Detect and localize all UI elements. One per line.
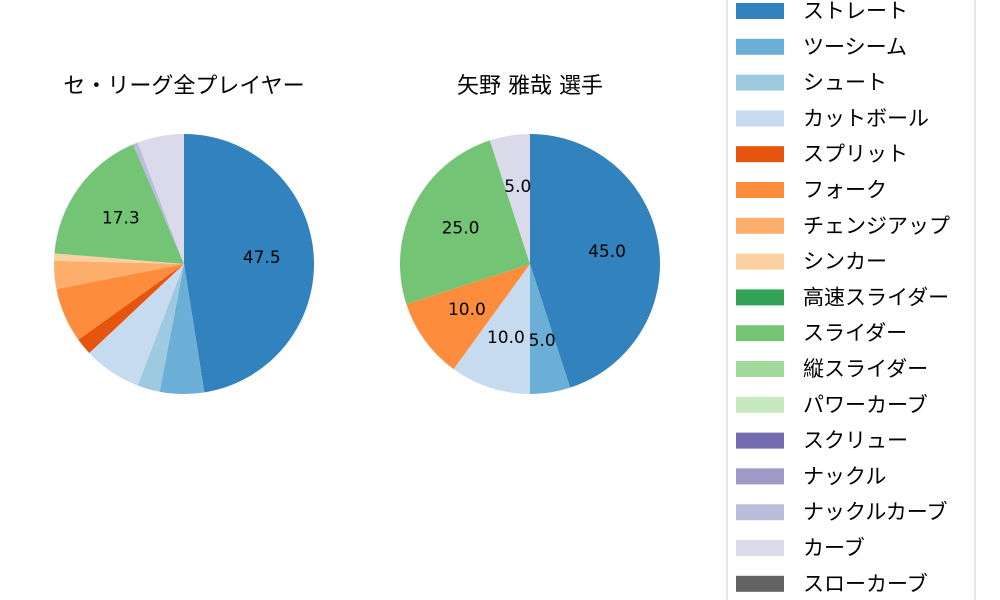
pie-1-slice-1 — [530, 264, 571, 394]
pie-0-slice-7 — [54, 253, 184, 264]
legend-frame — [726, 0, 976, 600]
legend-label: スクリュー — [803, 429, 908, 453]
legend-swatch — [736, 146, 784, 163]
legend-label: フォーク — [803, 178, 887, 202]
legend-label: スプリット — [803, 142, 908, 166]
pie-0-slice-0 — [184, 134, 315, 393]
legend-label: 縦スライダー — [803, 357, 928, 381]
legend-label: ナックル — [803, 464, 886, 488]
pie-0-slice-label-0: 47.5 — [243, 248, 281, 268]
pie-1-slice-label-1: 5.0 — [529, 331, 556, 351]
legend-swatch — [736, 182, 784, 198]
legend-label: 高速スライダー — [803, 285, 949, 309]
legend-swatch — [736, 575, 784, 592]
pie-1-slice-label-4: 25.0 — [442, 219, 480, 239]
pie-1-slice-label-2: 10.0 — [487, 328, 525, 348]
legend-swatch — [736, 253, 784, 270]
legend-label: カーブ — [803, 536, 865, 560]
legend-swatch — [736, 468, 784, 485]
legend-label: スローカーブ — [803, 572, 928, 596]
pie-1-slice-label-3: 10.0 — [448, 300, 486, 320]
legend-label: ツーシーム — [803, 35, 907, 59]
pie-title-player: 矢野 雅哉 選手 — [457, 74, 603, 99]
pie-1-slice-label-5: 5.0 — [504, 177, 531, 197]
legend-label: ナックルカーブ — [803, 500, 947, 524]
legend-label: チェンジアップ — [803, 214, 950, 238]
legend-label: ストレート — [803, 0, 908, 23]
legend: ストレートツーシームシュートカットボールスプリットフォークチェンジアップシンカー… — [726, 0, 976, 600]
legend-swatch — [736, 38, 784, 55]
pie-1-slice-5 — [489, 134, 530, 264]
pie-0-slice-4 — [78, 264, 184, 353]
legend-label: カットボール — [803, 106, 929, 130]
pie-0-slice-9 — [133, 142, 184, 264]
pies: 47.517.345.05.010.010.025.05.0 — [53, 134, 661, 395]
pie-0-slice-8 — [54, 144, 185, 264]
pie-1-slice-4 — [399, 140, 530, 305]
legend-label: スライダー — [803, 321, 907, 345]
pie-1-slice-2 — [453, 264, 530, 394]
legend-swatch — [736, 110, 784, 127]
pie-0-slice-6 — [53, 260, 185, 290]
pie-0-slice-1 — [159, 264, 205, 395]
legend-swatch — [736, 74, 784, 91]
pie-0-slice-3 — [89, 264, 184, 386]
legend-swatch — [736, 504, 784, 521]
legend-swatch — [736, 540, 784, 556]
legend-swatch — [736, 289, 784, 306]
legend-swatch — [736, 3, 784, 19]
legend-label: パワーカーブ — [803, 393, 928, 417]
pie-1-slice-label-0: 45.0 — [588, 242, 626, 262]
legend-label: シンカー — [803, 250, 887, 274]
legend-swatch — [736, 325, 784, 342]
legend-swatch — [736, 396, 784, 413]
pie-0-slice-label-8: 17.3 — [102, 208, 140, 228]
pie-0-slice-2 — [137, 264, 184, 392]
pie-title-league: セ・リーグ全プレイヤー — [63, 74, 304, 99]
legend-swatch — [736, 361, 784, 377]
pie-1-slice-3 — [406, 264, 530, 370]
legend-swatch — [736, 217, 784, 234]
pie-1-slice-0 — [530, 134, 661, 388]
pie-0-slice-10 — [137, 134, 184, 264]
legend-swatch — [736, 432, 784, 449]
legend-label: シュート — [803, 71, 887, 95]
pie-0-slice-5 — [56, 264, 184, 340]
